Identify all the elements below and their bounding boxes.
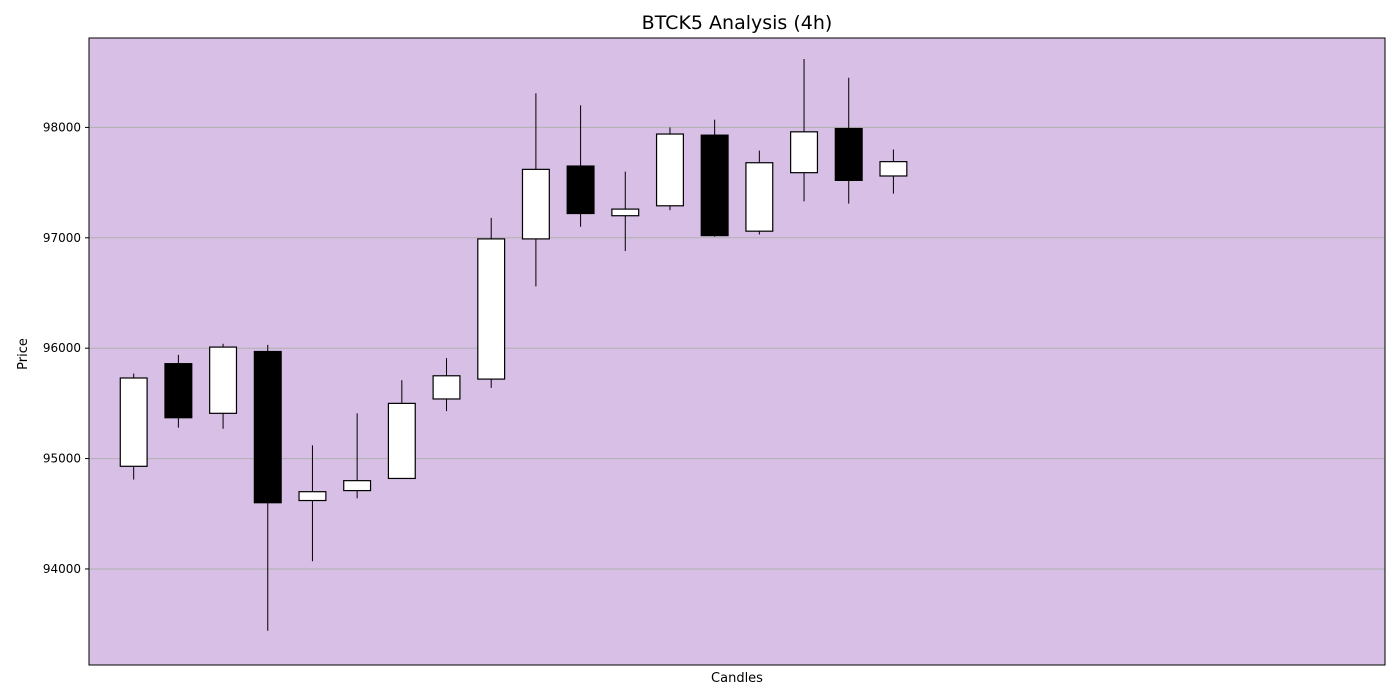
candle bbox=[521, 93, 550, 287]
candle bbox=[566, 105, 595, 227]
candle bbox=[343, 413, 372, 499]
candle bbox=[477, 217, 506, 388]
grid-lines bbox=[89, 126, 1385, 570]
candle-body-up bbox=[298, 491, 327, 502]
candle bbox=[432, 358, 461, 412]
candle-body-down bbox=[566, 165, 595, 215]
y-tick-label: 97000 bbox=[43, 231, 81, 245]
candle bbox=[209, 343, 238, 429]
candle-body-up bbox=[790, 131, 819, 174]
plot-frame bbox=[88, 37, 1386, 666]
candle-body-up bbox=[432, 375, 461, 400]
candle-body-up bbox=[879, 161, 908, 177]
candle bbox=[119, 373, 148, 480]
candle bbox=[253, 344, 282, 631]
candle-body-down bbox=[253, 350, 282, 504]
candle bbox=[655, 127, 684, 211]
candle bbox=[298, 445, 327, 562]
y-tick-label: 96000 bbox=[43, 341, 81, 355]
y-tick-label: 95000 bbox=[43, 452, 81, 466]
candle bbox=[745, 150, 774, 235]
plot-area bbox=[89, 38, 1385, 665]
candle bbox=[387, 380, 416, 480]
x-axis-label: Candles bbox=[711, 671, 763, 686]
candle bbox=[834, 77, 863, 204]
candle-body-down bbox=[834, 127, 863, 181]
candle-body-up bbox=[655, 133, 684, 207]
candle-body-up bbox=[387, 402, 416, 480]
y-tick-label: 94000 bbox=[43, 562, 81, 576]
candle-body-up bbox=[343, 480, 372, 492]
candle-body-up bbox=[521, 168, 550, 240]
y-axis-label: Price bbox=[16, 338, 31, 370]
candle-body-down bbox=[164, 363, 193, 419]
candle-body-down bbox=[700, 134, 729, 237]
candle bbox=[611, 171, 640, 252]
candles bbox=[119, 58, 908, 631]
candle bbox=[879, 149, 908, 194]
candle-body-up bbox=[209, 346, 238, 414]
y-axis-ticks: 94000 95000 96000 97000 98000 bbox=[43, 120, 89, 576]
candle bbox=[700, 119, 729, 237]
candle-body-up bbox=[611, 208, 640, 217]
candle bbox=[790, 58, 819, 202]
candle bbox=[164, 354, 193, 428]
chart-title: BTCK5 Analysis (4h) bbox=[642, 12, 833, 34]
y-tick-label: 98000 bbox=[43, 120, 81, 134]
candle-body-up bbox=[745, 162, 774, 232]
candle-body-up bbox=[477, 238, 506, 380]
candle-body-up bbox=[119, 377, 148, 467]
